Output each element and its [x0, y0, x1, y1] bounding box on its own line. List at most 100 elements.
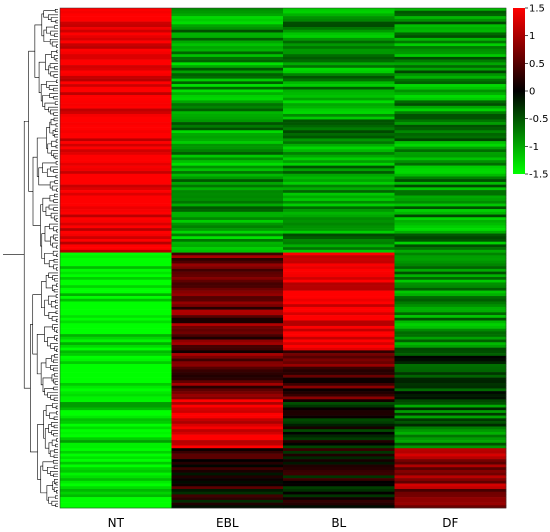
- column-label: DF: [442, 516, 458, 530]
- dendrogram-branch: [52, 481, 55, 490]
- dendrogram-branch: [54, 155, 58, 160]
- heatmap-cell: [171, 423, 284, 427]
- heatmap-cell: [394, 211, 507, 215]
- heatmap-cell: [394, 497, 507, 501]
- heatmap-cell: [171, 10, 284, 14]
- dendrogram-branch: [56, 348, 58, 353]
- dendrogram-branch: [55, 161, 58, 165]
- heatmap-cell: [394, 65, 507, 69]
- heatmap-cell: [171, 209, 284, 213]
- heatmap-cell: [171, 421, 284, 425]
- dendrogram-branch: [40, 362, 46, 386]
- heatmap-cell: [60, 445, 172, 449]
- heatmap-cell: [394, 187, 507, 191]
- heatmap-cell: [60, 393, 172, 397]
- heatmap-cell: [283, 268, 395, 272]
- heatmap-cell: [283, 478, 395, 482]
- heatmap-cell: [171, 157, 284, 161]
- heatmap-cell: [171, 499, 284, 503]
- heatmap-cell: [394, 43, 507, 47]
- heatmap-cell: [283, 258, 395, 262]
- dendrogram-branch: [49, 450, 55, 457]
- heatmap-cell: [60, 488, 172, 492]
- heatmap-cell: [171, 325, 284, 329]
- heatmap-cell: [171, 230, 284, 234]
- dendrogram-branch: [56, 245, 58, 249]
- heatmap-cell: [171, 342, 284, 346]
- heatmap-cell: [171, 84, 284, 88]
- heatmap-cell: [283, 502, 395, 506]
- heatmap-cell: [394, 285, 507, 289]
- heatmap-cell: [394, 290, 507, 294]
- heatmap-cell: [60, 157, 172, 161]
- heatmap-cell: [171, 412, 284, 416]
- heatmap-cell: [60, 271, 172, 275]
- heatmap-cell: [394, 32, 507, 36]
- heatmap-cell: [283, 459, 395, 463]
- heatmap-cell: [283, 249, 395, 253]
- heatmap-cell: [394, 505, 507, 509]
- heatmap-cell: [171, 203, 284, 207]
- dendrogram-branch: [53, 169, 58, 173]
- heatmap-cell: [283, 78, 395, 82]
- heatmap-cell: [60, 143, 172, 147]
- legend-tick-label: 1.5: [529, 4, 545, 15]
- dendrogram-branch: [53, 117, 58, 122]
- heatmap-cell: [283, 84, 395, 88]
- heatmap-cell: [171, 418, 284, 422]
- heatmap-border: [59, 7, 507, 509]
- heatmap-cell: [60, 290, 172, 294]
- heatmap-cell: [394, 502, 507, 506]
- color-legend-ticks: 1.5 1 0.5 0 -0.5 -1 -1.5: [525, 4, 549, 181]
- heatmap-cell: [171, 181, 284, 185]
- heatmap-cell: [60, 431, 172, 435]
- dendrogram-branch: [40, 84, 47, 102]
- dendrogram-branch: [41, 13, 44, 37]
- heatmap-cell: [283, 119, 395, 123]
- heatmap-cell: [394, 461, 507, 465]
- heatmap-cell: [171, 287, 284, 291]
- heatmap-cell: [60, 192, 172, 196]
- heatmap-cell: [394, 78, 507, 82]
- dendrogram-branch: [45, 405, 53, 416]
- heatmap-cell: [283, 108, 395, 112]
- heatmap-cell: [171, 309, 284, 313]
- dendrogram-branch: [53, 386, 58, 391]
- heatmap-cell: [283, 499, 395, 503]
- heatmap-cell: [60, 43, 172, 47]
- heatmap-cell: [283, 442, 395, 446]
- dendrogram-branch: [48, 295, 57, 305]
- heatmap-cell: [171, 355, 284, 359]
- dendrogram-branch: [56, 283, 58, 287]
- heatmap-cell: [394, 122, 507, 126]
- heatmap-cell: [394, 46, 507, 50]
- heatmap-cell: [171, 171, 284, 175]
- heatmap-cell: [60, 391, 172, 395]
- heatmap-cell: [394, 271, 507, 275]
- heatmap-cell: [171, 475, 284, 479]
- heatmap-cell: [283, 372, 395, 376]
- heatmap-cell: [394, 209, 507, 213]
- heatmap-cell: [283, 152, 395, 156]
- heatmap-cell: [171, 502, 284, 506]
- heatmap-cell: [60, 37, 172, 41]
- heatmap-cell: [394, 453, 507, 457]
- heatmap-cell: [283, 105, 395, 109]
- heatmap-cell: [171, 168, 284, 172]
- heatmap-cell: [60, 464, 172, 468]
- heatmap-cell: [171, 173, 284, 177]
- heatmap-cell: [171, 437, 284, 441]
- heatmap-cell: [394, 464, 507, 468]
- dendrogram-branch: [34, 24, 42, 78]
- dendrogram-branch: [48, 312, 56, 319]
- heatmap-cell: [283, 282, 395, 286]
- heatmap-cell: [394, 141, 507, 145]
- heatmap-cell: [60, 225, 172, 229]
- dendrogram-branch: [50, 365, 58, 370]
- dendrogram-branch: [51, 355, 55, 362]
- heatmap-cell: [283, 497, 395, 501]
- dendrogram-branch: [53, 226, 58, 232]
- dendrogram-branch: [23, 120, 31, 389]
- heatmap-cell: [283, 393, 395, 397]
- dendrogram-branch: [52, 324, 58, 330]
